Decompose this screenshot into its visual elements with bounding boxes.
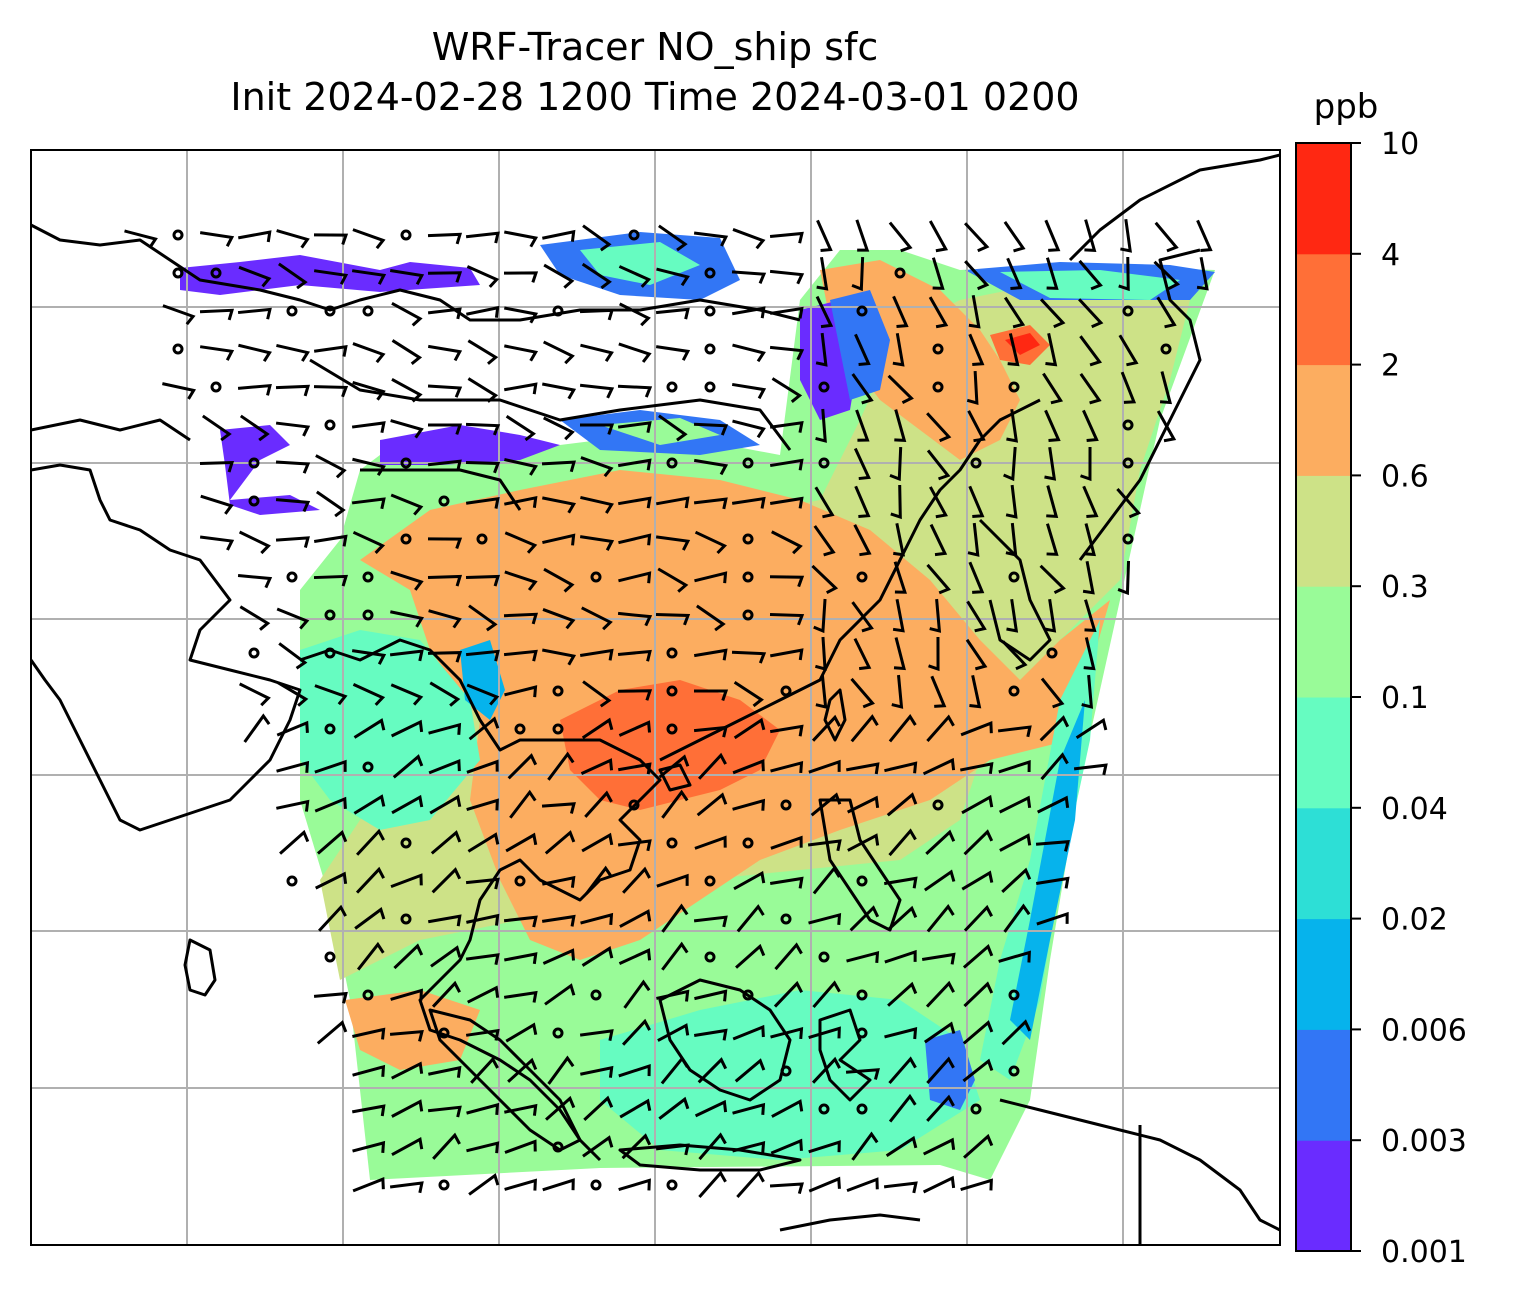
colorbar-band-1 xyxy=(1296,1029,1351,1140)
colorbar-band-8 xyxy=(1296,254,1351,365)
colorbar-band-9 xyxy=(1296,143,1351,254)
colorbar-band-4 xyxy=(1296,697,1351,808)
colorbar-tick-label-3: 0.02 xyxy=(1381,903,1448,938)
colorbar-band-3 xyxy=(1296,808,1351,919)
colorbar-tick-label-8: 2 xyxy=(1381,349,1400,384)
colorbar-tick-label-1: 0.003 xyxy=(1381,1124,1467,1159)
colorbar-bands xyxy=(1296,143,1351,1252)
colorbar-tick-label-4: 0.04 xyxy=(1381,792,1448,827)
colorbar-tick-label-6: 0.3 xyxy=(1381,570,1429,605)
colorbar-band-7 xyxy=(1296,365,1351,476)
colorbar-tick-label-9: 4 xyxy=(1381,238,1400,273)
colorbar-band-6 xyxy=(1296,475,1351,586)
colorbar-ticks: 0.001 0.003 0.006 0.02 0.04 0.1 0.3 0.6 2 4 10 xyxy=(1351,127,1467,1270)
colorbar-tick-label-10: 10 xyxy=(1381,127,1419,162)
colorbar-tick-label-7: 0.6 xyxy=(1381,459,1429,494)
colorbar-band-2 xyxy=(1296,919,1351,1030)
colorbar-band-0 xyxy=(1296,1140,1351,1251)
colorbar-tick-label-0: 0.001 xyxy=(1381,1235,1467,1270)
colorbar-tick-label-5: 0.1 xyxy=(1381,681,1429,716)
colorbar-band-5 xyxy=(1296,586,1351,697)
colorbar-tick-label-2: 0.006 xyxy=(1381,1013,1467,1048)
colorbar-unit: ppb xyxy=(1314,87,1379,127)
